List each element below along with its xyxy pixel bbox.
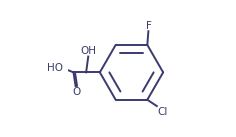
Text: F: F xyxy=(146,21,152,31)
Text: OH: OH xyxy=(80,46,96,56)
Text: HO: HO xyxy=(46,63,63,73)
Text: O: O xyxy=(72,87,80,97)
Text: Cl: Cl xyxy=(157,107,168,117)
